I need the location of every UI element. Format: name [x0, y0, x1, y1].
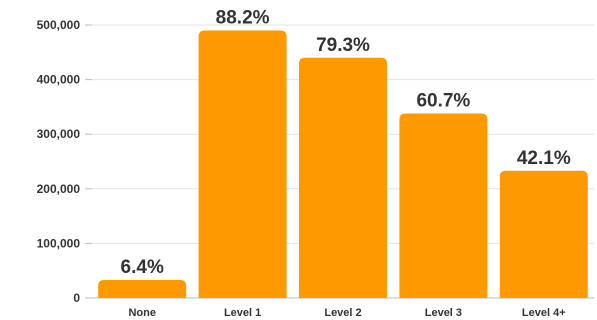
data-label: 79.3%: [316, 35, 370, 56]
data-label: 42.1%: [517, 148, 571, 169]
category-label: Level 2: [324, 307, 361, 319]
category-label: None: [128, 307, 156, 319]
y-tick-label: 0: [73, 291, 80, 305]
y-tick-label: 100,000: [37, 236, 81, 250]
bar: [299, 58, 387, 298]
bar: [500, 171, 588, 298]
bar: [98, 280, 186, 298]
bar: [399, 113, 487, 298]
y-tick-label: 200,000: [37, 182, 81, 196]
data-label: 6.4%: [121, 257, 164, 278]
y-tick-label: 500,000: [37, 18, 81, 32]
bar-layer: [98, 30, 588, 298]
category-label: Level 4+: [522, 307, 566, 319]
data-label: 60.7%: [416, 90, 470, 111]
y-tick-label: 300,000: [37, 127, 81, 141]
category-label: Level 3: [425, 307, 462, 319]
y-tick-label: 400,000: [37, 73, 81, 87]
category-label: Level 1: [224, 307, 261, 319]
bar: [199, 30, 287, 298]
data-label: 88.2%: [216, 7, 270, 28]
